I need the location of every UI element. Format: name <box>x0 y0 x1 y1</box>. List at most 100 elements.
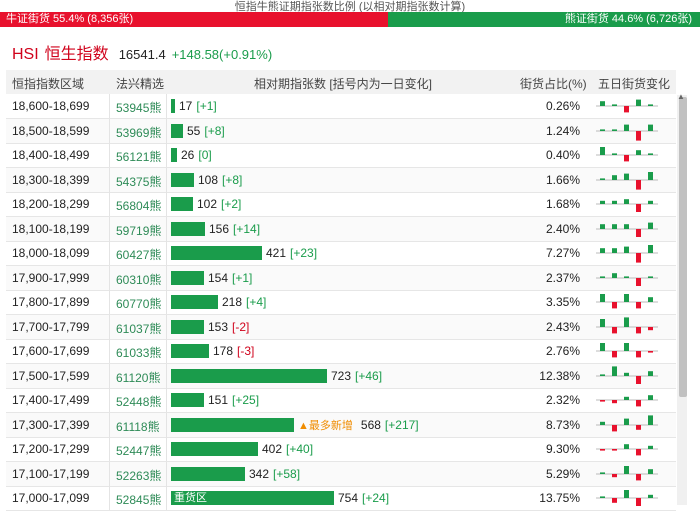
scroll-up-arrow-icon[interactable]: ▲ <box>677 92 685 101</box>
warrant-link[interactable]: 52448熊 <box>116 395 162 409</box>
index-range-cell: 17,000-17,099 <box>12 491 90 505</box>
five-day-sparkline <box>596 199 658 212</box>
table-row: 18,600-18,699 53945熊 17 [+1] 0.26% <box>6 94 676 119</box>
contracts-value: 218 <box>222 295 243 309</box>
index-range-cell: 17,300-17,399 <box>12 418 90 432</box>
warrant-link[interactable]: 52845熊 <box>116 493 162 507</box>
warrant-link[interactable]: 59719熊 <box>116 224 162 238</box>
contracts-bar-cell: 723 [+46] <box>171 369 382 383</box>
column-divider <box>109 462 110 486</box>
contracts-bar <box>171 369 327 383</box>
sparkline-bar <box>612 498 617 503</box>
most-added-badge: ▲最多新增 <box>298 420 353 432</box>
street-share-pct: 8.73% <box>545 418 580 432</box>
warrant-link[interactable]: 61118熊 <box>116 420 160 434</box>
contracts-value: 55 <box>187 124 201 138</box>
contracts-value: 151 <box>208 393 229 407</box>
column-divider <box>166 168 167 192</box>
street-share-pct: 2.43% <box>545 320 580 334</box>
sparkline-bar <box>624 155 629 162</box>
warrant-link[interactable]: 56121熊 <box>116 150 162 164</box>
five-day-sparkline <box>596 245 658 263</box>
five-day-sparkline <box>596 222 658 237</box>
index-range-cell: 17,600-17,699 <box>12 344 90 358</box>
contracts-value: 153 <box>208 320 229 334</box>
contracts-bar-cell: 154 [+1] <box>171 271 252 285</box>
column-divider <box>166 364 167 388</box>
scrollbar-thumb[interactable] <box>679 97 687 397</box>
column-divider <box>109 364 110 388</box>
contracts-bar-cell: 17 [+1] <box>171 99 217 113</box>
table-header: 恒指指数区域 法兴精选 相对期指张数 [括号内为一日变化] 街货占比(%) 五日… <box>6 70 676 94</box>
five-day-sparkline <box>596 124 658 141</box>
street-share-pct: 1.68% <box>545 197 580 211</box>
contracts-bar <box>171 320 204 334</box>
warrant-link[interactable]: 61120熊 <box>116 371 161 385</box>
index-range-cell: 18,400-18,499 <box>12 148 90 162</box>
warrant-link[interactable]: 53945熊 <box>116 101 162 115</box>
warrant-link[interactable]: 52263熊 <box>116 469 162 483</box>
column-divider <box>109 266 110 290</box>
sparkline-bar <box>612 200 617 204</box>
warrant-link[interactable]: 60770熊 <box>116 297 162 311</box>
column-divider <box>109 437 110 461</box>
contracts-bar <box>171 344 209 358</box>
sparkline-bar <box>624 372 629 376</box>
contracts-bar <box>171 222 205 236</box>
sparkline-bar <box>624 173 629 180</box>
contracts-bar-cell: 218 [+4] <box>171 295 266 309</box>
column-divider <box>109 486 110 510</box>
contracts-bar <box>171 442 258 456</box>
contracts-value: 402 <box>262 442 283 456</box>
sparkline-bar <box>600 224 605 229</box>
warrant-link[interactable]: 60310熊 <box>116 273 162 287</box>
bear-street-share-bar: 熊证街货 44.6% (6,726张) <box>388 12 700 27</box>
sparkline-bar <box>624 276 629 278</box>
table-row: 17,800-17,899 60770熊 218 [+4] 3.35% <box>6 290 676 315</box>
sparkline-bar <box>600 319 605 327</box>
street-share-pct: 1.24% <box>545 124 580 138</box>
sparkline-bar <box>648 395 653 400</box>
warrant-link[interactable]: 54375熊 <box>116 175 162 189</box>
sparkline-bar <box>600 400 605 402</box>
warrant-link[interactable]: 61033熊 <box>116 346 162 360</box>
street-share-pct: 5.29% <box>545 467 580 481</box>
sparkline-bar <box>648 494 653 498</box>
contracts-bar <box>171 467 245 481</box>
sparkline-bar <box>600 374 605 376</box>
warrant-link[interactable]: 60427熊 <box>116 248 162 262</box>
table-row: 18,200-18,299 56804熊 102 [+2] 1.68% <box>6 192 676 217</box>
sparkline-bar <box>648 371 653 376</box>
column-divider <box>166 119 167 143</box>
warrant-link[interactable]: 61037熊 <box>116 322 162 336</box>
column-divider <box>109 241 110 265</box>
sparkline-bar <box>636 253 641 263</box>
sparkline-bar <box>624 317 629 327</box>
index-name: 恒生指数 <box>44 46 109 63</box>
street-share-pct: 0.26% <box>545 99 580 113</box>
five-day-sparkline <box>596 366 658 384</box>
sparkline-bar <box>600 147 605 155</box>
contracts-bar <box>171 124 183 138</box>
sparkline-bar <box>624 418 629 425</box>
sparkline-bar <box>600 276 605 278</box>
table-row: 18,300-18,399 54375熊 108 [+8] 1.66% <box>6 168 676 193</box>
contracts-value: 342 <box>249 467 270 481</box>
column-divider <box>166 388 167 412</box>
five-day-sparkline <box>596 317 658 334</box>
sparkline-bar <box>612 273 617 278</box>
index-quote: HSI 恒生指数 16541.4 +148.58(+0.91%) <box>12 40 272 63</box>
warrant-link[interactable]: 56804熊 <box>116 199 162 213</box>
bull-street-share-bar: 牛证街货 55.4% (8,356张) <box>0 12 388 27</box>
sparkline-bar <box>636 204 641 212</box>
five-day-sparkline <box>596 415 658 432</box>
table-row: 17,100-17,199 52263熊 342 [+58] 5.29% <box>6 462 676 487</box>
sparkline-bar <box>648 327 653 331</box>
warrant-link[interactable]: 52447熊 <box>116 444 162 458</box>
warrant-link[interactable]: 53969熊 <box>116 126 162 140</box>
column-divider <box>166 241 167 265</box>
contracts-bar-cell: ▲最多新增 568 [+217] <box>171 418 419 432</box>
sparkline-bar <box>636 425 641 430</box>
sparkline-bar <box>612 400 617 404</box>
contracts-bar <box>171 393 204 407</box>
